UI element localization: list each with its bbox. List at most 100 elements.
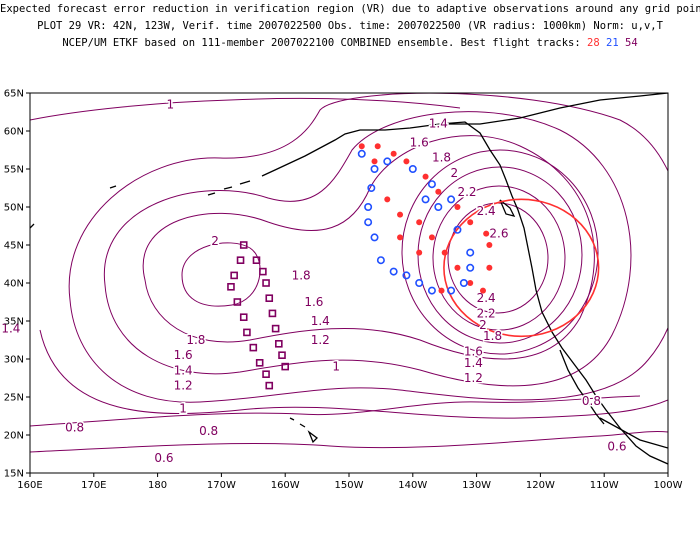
track-54-square [236, 256, 245, 265]
contour-label: 1.2 [311, 333, 330, 347]
contour-line [432, 185, 566, 331]
contour-line [39, 329, 668, 419]
track-21-ring [364, 218, 373, 227]
contour-label: 1.8 [432, 151, 451, 165]
lon-label: 130W [462, 480, 491, 491]
contour-label: 1.6 [174, 348, 193, 362]
track-28-dot [416, 219, 423, 226]
contour-line [181, 242, 261, 307]
track-54-square [230, 271, 238, 280]
coastline [207, 180, 251, 196]
track-54-square [239, 313, 248, 322]
lat-label: 45N [4, 241, 24, 252]
track-28-dot [438, 287, 445, 294]
contour-label: 1.2 [464, 371, 483, 385]
track-28-dot [416, 249, 423, 256]
track-21-ring [408, 165, 417, 174]
track-21-ring [415, 278, 424, 287]
track-21-ring [389, 267, 398, 276]
verification-region [443, 198, 600, 338]
track-21-ring [466, 263, 475, 272]
flight-track-21-label: 21 [606, 37, 619, 49]
track-21-ring [453, 225, 462, 234]
track-28-dot [435, 188, 442, 195]
track-21-ring [427, 180, 436, 189]
contour-line [142, 135, 595, 360]
track-28-dot [403, 158, 410, 165]
map-title-line-1: Expected forecast error reduction in ver… [0, 3, 700, 15]
track-54-square [262, 370, 270, 379]
track-54-square [278, 351, 286, 360]
lat-label: 40N [4, 279, 24, 290]
track-54-square [239, 241, 248, 249]
contour-line [30, 430, 668, 453]
map-title-line-3: NCEP/UM ETKF based on 111-member 2007022… [0, 37, 700, 49]
contour-label: 2.6 [489, 227, 508, 241]
lon-label: 120W [526, 480, 555, 491]
track-28-dot [454, 204, 461, 210]
track-54-square [255, 358, 264, 367]
track-28-dot [467, 219, 474, 226]
track-28-dot [479, 287, 486, 294]
contour-label: 2.2 [457, 185, 476, 199]
contour-line [30, 97, 461, 121]
contour-label: 1.2 [174, 379, 193, 393]
track-21-ring [367, 184, 376, 193]
track-28-dot [428, 234, 435, 241]
contour-label: 0.8 [582, 394, 601, 408]
contour-label: 1.8 [186, 333, 205, 347]
track-54-square [275, 339, 283, 348]
contour-label: 2.2 [477, 306, 496, 320]
flight-tracks [227, 143, 493, 390]
lat-label: 30N [4, 355, 24, 366]
track-21-ring [447, 286, 456, 295]
track-54-square [233, 298, 242, 306]
coastlines [30, 93, 668, 465]
flight-track-21 [357, 149, 475, 295]
lat-label: 55N [4, 165, 24, 176]
track-28-dot [384, 196, 391, 203]
track-21-ring [466, 248, 475, 257]
track-21-ring [370, 233, 379, 242]
contour-label: 1.4 [311, 314, 330, 328]
lat-label: 50N [4, 203, 24, 214]
track-54-square [243, 328, 251, 337]
flight-track-54-label: 54 [625, 37, 638, 49]
coastline [499, 199, 516, 217]
lon-label: 170E [81, 480, 106, 491]
lat-label: 35N [4, 317, 24, 328]
contour-label: 1.8 [292, 268, 311, 282]
track-28-dot [358, 143, 365, 150]
contour-label: 1.6 [304, 295, 323, 309]
track-28-dot [486, 264, 493, 271]
coastline [559, 349, 605, 425]
coastline [30, 185, 117, 229]
track-54-square [227, 282, 235, 291]
track-21-ring [364, 203, 373, 212]
flight-track-28 [358, 143, 493, 294]
contour-line [417, 166, 583, 344]
contour-label: 1.6 [464, 344, 483, 358]
lon-label: 160W [271, 480, 300, 491]
contour-label: 1.8 [483, 329, 502, 343]
lon-label: 160E [17, 480, 42, 491]
track-28-dot [390, 150, 397, 157]
coastline [261, 93, 668, 177]
contour-label: 2 [450, 166, 458, 180]
map-title-line-2: PLOT 29 VR: 42N, 123W, Verif. time 20070… [37, 20, 663, 32]
contour-line [68, 93, 668, 403]
track-28-dot [441, 249, 448, 256]
verification-region-circle [443, 198, 600, 338]
contour-label: 1 [179, 401, 187, 415]
track-54-square [262, 279, 270, 287]
contour-labels: 11.41.61.822.22.42.621.81.61.41.211.81.6… [0, 96, 628, 466]
track-21-ring [383, 157, 392, 166]
contour-line [30, 395, 641, 427]
lon-label: 140W [398, 480, 427, 491]
lat-label: 15N [4, 469, 24, 480]
coastline [439, 121, 668, 465]
contour-label: 2 [479, 318, 487, 332]
track-21-ring [402, 271, 411, 280]
